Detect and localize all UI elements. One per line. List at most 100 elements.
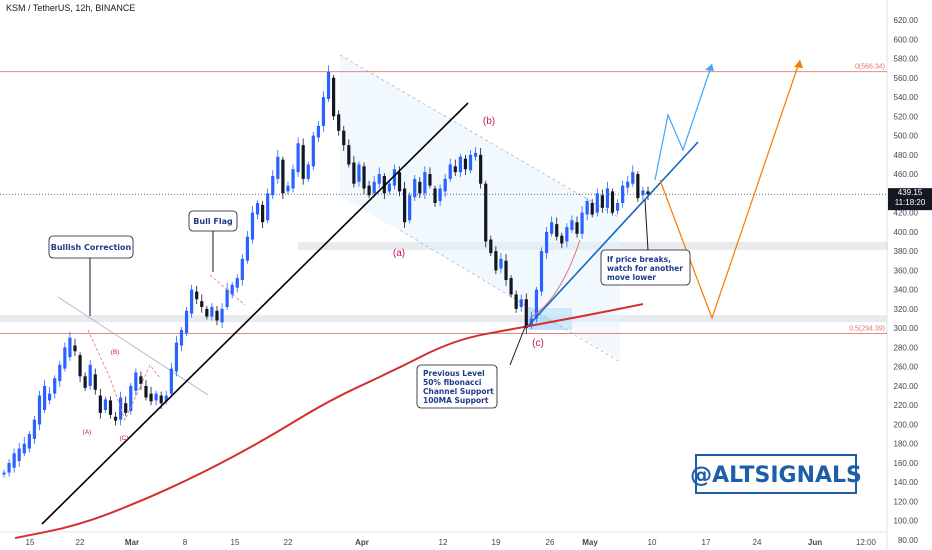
price-tick-label: 580.00 [894,55,919,64]
candle-up [626,181,630,188]
price-tick-label: 600.00 [894,35,919,44]
candle-up [230,284,234,295]
price-tick-label: 260.00 [894,363,919,372]
price-tick-label: 160.00 [894,459,919,468]
candle-down [337,114,341,131]
candle-up [377,174,381,184]
candle-down [484,183,488,242]
candle-down [98,395,102,413]
abc-correction-path [87,329,161,422]
time-tick-label: 17 [702,538,711,547]
price-axis[interactable]: 80.00 100.00 120.00 140.00 160.00 180.00 200.0… [894,16,919,545]
recovery-curve [529,239,581,319]
candle-down [124,403,128,413]
flag-channel [209,274,246,306]
candle-up [438,188,442,202]
candle-up [53,378,57,394]
candle-up [357,164,361,182]
candle-up [103,399,108,410]
candle-down [261,204,265,223]
candle-up [190,289,194,314]
candle-up [276,156,280,179]
candle-down [453,166,457,173]
bullish-correction-text: Bullish Correction [51,243,132,252]
time-tick-label: 12 [439,538,448,547]
time-tick-label: Apr [355,538,369,547]
candle-up [179,330,184,346]
candle-up [468,154,473,171]
candle-down [195,291,199,300]
candle-up [387,183,391,192]
candle-down [397,172,402,192]
price-tick-label: 320.00 [894,305,919,314]
alternative-projection-arrowhead [794,60,803,68]
candle-down [367,185,371,196]
candle-down [494,251,498,271]
candle-up [615,202,620,211]
time-tick-label: 24 [753,538,762,547]
candle-down [479,154,483,184]
candle-down [332,77,336,117]
channel-lower-line [399,229,621,363]
candle-down [575,222,579,234]
candle-down [113,416,118,421]
candle-down [428,174,432,186]
candle-down [504,260,508,280]
candle-up [539,251,544,292]
candle-down [509,278,513,295]
candle-up [184,310,189,333]
price-tick-label: 120.00 [894,497,919,506]
candle-down [463,158,468,170]
time-axis[interactable]: 15 22 Mar 8 15 22 Apr 12 19 26 May 10 17 24 Jun 12:00 [26,538,877,547]
support-zone [0,315,887,322]
candle-down [144,385,148,398]
time-tick-label: 22 [284,538,293,547]
price-tick-label: 360.00 [894,266,919,275]
bull-flag-callout: Bull Flag [188,210,238,232]
candle-down [402,188,407,223]
candle-up [22,443,26,454]
fibonacci-levels: 0(566.34) 0.5(294.39) [0,64,887,334]
candle-up [311,135,315,167]
candle-down [646,191,650,195]
candle-up [413,178,417,198]
price-tick-label: 520.00 [894,112,919,121]
price-tick-label: 80.00 [898,536,919,545]
bullish-correction-callout: Bullish Correction [48,235,134,259]
subwave-label-a: (A) [83,429,92,436]
price-tick-label: 300.00 [894,324,919,333]
candle-up [2,472,6,475]
candle-up [458,156,462,173]
candle-down [433,188,437,203]
time-tick-label: May [582,538,598,547]
candle-down [159,395,163,404]
symbol-header: KSM / TetherUS, 12h, BINANCE [6,3,136,13]
candle-up [245,236,250,261]
candle-up [372,181,376,194]
candle-down [93,374,97,390]
descending-channel-fill [340,55,620,360]
resistance-zone [298,242,888,250]
candle-up [174,342,179,372]
candle-up [32,419,37,439]
price-tick-label: 540.00 [894,93,919,102]
candle-up [235,278,239,288]
candle-up [595,193,599,213]
rising-support-line [527,141,699,327]
subwave-label-b: (B) [111,349,120,356]
candle-up [266,193,270,221]
time-tick-label: Jun [808,538,822,547]
price-tick-label: 100.00 [894,517,919,526]
correction-channel-top [57,296,209,396]
price-tick-label: 500.00 [894,132,919,141]
candle-up [621,185,625,203]
candle-up [565,227,569,242]
main-uptrend-line [41,102,469,525]
candle-down [301,145,305,179]
fib-level-label: 0(566.34) [855,64,885,71]
candle-up [88,364,92,386]
bullish-projection-arrowhead [705,64,714,71]
candle-up [27,434,31,449]
candle-up [250,212,255,240]
